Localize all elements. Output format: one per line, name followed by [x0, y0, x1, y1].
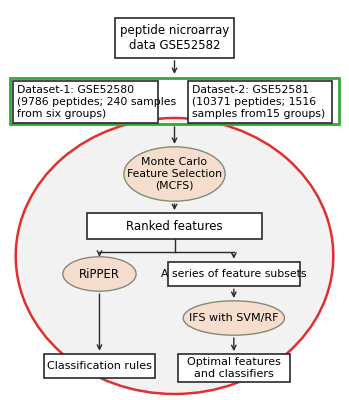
FancyBboxPatch shape [188, 81, 332, 123]
Ellipse shape [183, 301, 284, 335]
Text: peptide nicroarray
data GSE52582: peptide nicroarray data GSE52582 [120, 24, 229, 52]
FancyBboxPatch shape [13, 81, 158, 123]
Text: RiPPER: RiPPER [79, 268, 120, 280]
Text: Monte Carlo
Feature Selection
(MCFS): Monte Carlo Feature Selection (MCFS) [127, 158, 222, 191]
Ellipse shape [16, 118, 333, 394]
FancyBboxPatch shape [115, 18, 234, 58]
FancyBboxPatch shape [168, 262, 300, 286]
Text: Dataset-2: GSE52581
(10371 peptides; 1516
samples from15 groups): Dataset-2: GSE52581 (10371 peptides; 151… [192, 85, 325, 119]
Text: Ranked features: Ranked features [126, 220, 223, 232]
Text: IFS with SVM/RF: IFS with SVM/RF [189, 313, 279, 323]
Text: Dataset-1: GSE52580
(9786 peptides; 240 samples
from six groups): Dataset-1: GSE52580 (9786 peptides; 240 … [17, 85, 176, 119]
Ellipse shape [63, 257, 136, 291]
FancyBboxPatch shape [44, 354, 155, 378]
Ellipse shape [124, 147, 225, 201]
Text: Classification rules: Classification rules [47, 361, 152, 371]
Text: A series of feature subsets: A series of feature subsets [161, 269, 306, 279]
FancyBboxPatch shape [87, 213, 262, 239]
Text: Optimal features
and classifiers: Optimal features and classifiers [187, 357, 281, 379]
FancyBboxPatch shape [178, 354, 290, 382]
